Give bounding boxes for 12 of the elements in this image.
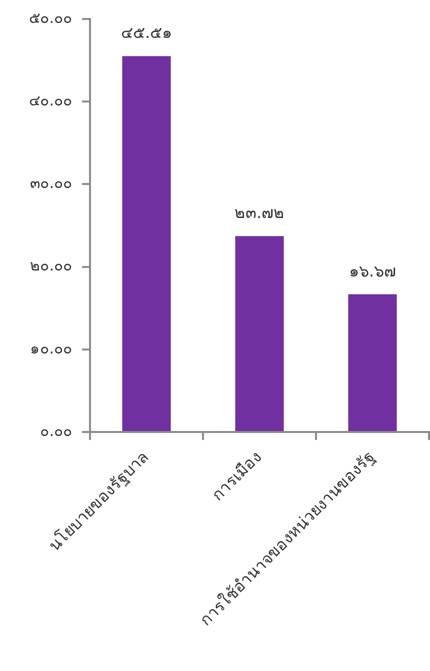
y-tick-label: ๓๐.๐๐ (30, 174, 72, 192)
bar (122, 56, 171, 431)
y-tick-label: ๒๐.๐๐ (30, 256, 72, 275)
y-tick-label: ๕๐.๐๐ (29, 8, 72, 27)
data-label: ๒๓.๗๒ (234, 203, 285, 222)
data-label: ๑๖.๖๗ (348, 261, 396, 280)
bar (348, 294, 397, 431)
y-tick-label: ๔๐.๐๐ (29, 91, 72, 110)
bar (235, 236, 284, 431)
y-tick-label: ๑๐.๐๐ (30, 339, 72, 358)
data-label: ๔๕.๕๑ (120, 23, 172, 42)
y-tick-label: ๐.๐๐ (40, 422, 72, 440)
